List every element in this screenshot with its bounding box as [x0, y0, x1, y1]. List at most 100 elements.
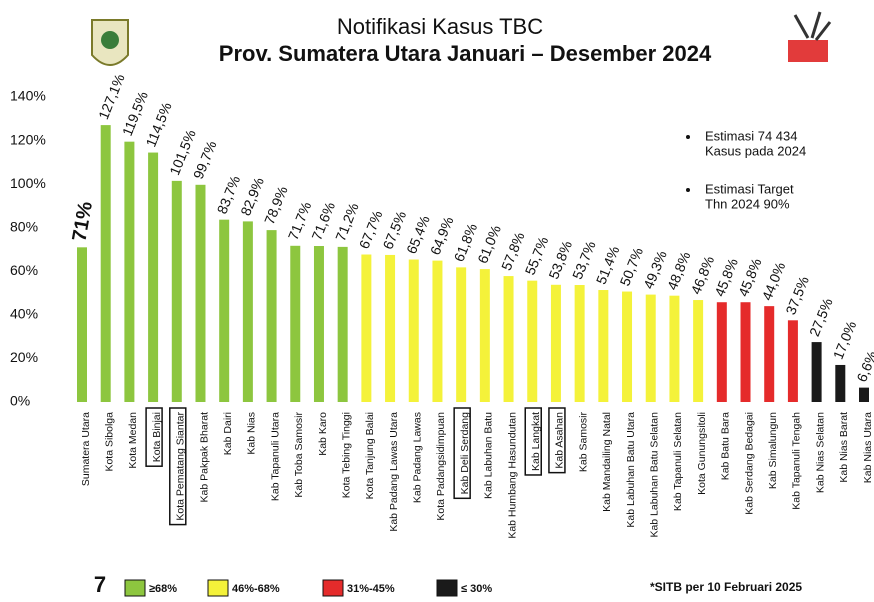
x-tick-label: Kab Serdang Bedagai [743, 412, 755, 515]
bar [716, 302, 727, 402]
source-note: *SITB per 10 Februari 2025 [650, 580, 802, 594]
x-tick-label: Kab Asahan [554, 412, 566, 469]
bar [100, 125, 111, 402]
legend-label: ≤ 30% [461, 583, 492, 595]
bar [645, 294, 656, 402]
x-tick-label: Kab Tapanuli Utara [269, 412, 281, 501]
x-tick-label: Kab Batu Bara [720, 412, 732, 480]
x-tick-label: Kab Nias Utara [862, 412, 874, 483]
highlight-box [169, 407, 187, 526]
bar [148, 152, 159, 402]
x-tick-label: Kota Binjai [151, 412, 163, 462]
bullet [686, 188, 690, 192]
bar [527, 280, 538, 402]
x-tick-label: Kab Humbang Hasundutan [506, 412, 518, 539]
annotation: Estimasi 74 434 [705, 128, 798, 143]
x-tick-label: Kota Pematang Siantar [175, 412, 187, 521]
x-tick-label: Kab Padang Lawas [412, 412, 424, 503]
highlight-box [453, 407, 471, 500]
x-tick-label: Kab Nias [246, 412, 258, 455]
annotation: Kasus pada 2024 [705, 143, 806, 158]
bar [550, 284, 561, 402]
bar [811, 342, 822, 402]
legend-swatch [322, 579, 344, 597]
x-tick-label: Kab Simalungun [767, 412, 779, 489]
x-tick-label: Kab Langkat [530, 412, 542, 471]
bar [171, 180, 182, 402]
legend-swatch [124, 579, 146, 597]
x-tick-label: Kota Sibolga [103, 412, 115, 472]
y-tick-label: 40% [10, 306, 38, 322]
chart-subtitle: Prov. Sumatera Utara Januari – Desember … [219, 41, 712, 66]
bar [242, 221, 253, 402]
bar [479, 269, 490, 402]
bar [622, 291, 633, 402]
bullet [686, 135, 690, 139]
highlight-box [145, 407, 163, 467]
x-tick-label: Kota Gunungsitoli [696, 412, 708, 495]
y-tick-label: 120% [10, 131, 46, 147]
y-tick-label: 80% [10, 218, 38, 234]
legend-label: ≥68% [149, 583, 177, 595]
legend-label: 46%-68% [232, 583, 280, 595]
bar [432, 260, 443, 402]
bar [503, 276, 514, 402]
x-tick-label: Kab Tapanuli Selatan [672, 412, 684, 511]
logo-left [91, 19, 129, 66]
bar [859, 387, 869, 402]
x-tick-label: Kab Tapanuli Tengah [791, 412, 803, 510]
bar [124, 141, 135, 403]
x-tick-label: Kab Karo [317, 412, 329, 456]
x-tick-label: Sumatera Utara [80, 412, 92, 486]
x-tick-label: Kab Nias Barat [838, 412, 850, 483]
bar [290, 245, 301, 402]
y-tick-label: 60% [10, 262, 38, 278]
x-tick-label: Kab Labuhan Batu [483, 412, 495, 499]
bar [219, 219, 230, 402]
x-tick-label: Kab Nias Selatan [814, 412, 826, 493]
x-tick-label: Kota Padangsidimpuan [435, 412, 447, 521]
x-tick-label: Kab Pakpak Bharat [198, 412, 210, 503]
chart-title: Notifikasi Kasus TBC [337, 14, 543, 39]
bar [669, 295, 680, 402]
bar [408, 259, 419, 402]
bar [77, 247, 87, 402]
bar [740, 302, 751, 402]
legend-label: 31%-45% [347, 583, 395, 595]
bar [693, 300, 704, 402]
bar [195, 184, 206, 402]
bar [835, 364, 846, 402]
y-tick-label: 0% [10, 393, 30, 409]
bar [764, 306, 775, 402]
annotation: Thn 2024 90% [705, 196, 790, 211]
legend-swatch [436, 579, 458, 597]
bar [266, 230, 277, 402]
logo-right [788, 11, 832, 62]
bar [787, 320, 798, 402]
highlight-box [548, 407, 566, 474]
x-tick-label: Kab Mandailing Natal [601, 412, 613, 512]
x-tick-label: Kab Labuhan Batu Selatan [649, 412, 661, 538]
x-tick-label: Kab Dairi [222, 412, 234, 455]
x-tick-label: Kota Tanjung Balai [364, 412, 376, 499]
x-tick-label: Kab Labuhan Batu Utara [625, 412, 637, 528]
x-tick-label: Kota Tebing Tinggi [340, 412, 352, 498]
page-number: 7 [94, 572, 106, 597]
highlight-box [524, 407, 542, 476]
x-tick-label: Kab Toba Samosir [293, 412, 305, 498]
bar [337, 246, 348, 402]
bar [598, 290, 609, 402]
bar [456, 267, 467, 402]
y-tick-label: 140% [10, 88, 46, 104]
annotation: Estimasi Target [705, 181, 794, 196]
x-tick-label: Kab Padang Lawas Utara [388, 412, 400, 532]
bar [361, 254, 372, 402]
y-tick-label: 20% [10, 349, 38, 365]
bar [385, 254, 396, 402]
x-tick-label: Kab Deli Serdang [459, 412, 471, 494]
x-tick-label: Kota Medan [127, 412, 139, 469]
y-tick-label: 100% [10, 175, 46, 191]
x-tick-label: Kab Samosir [577, 411, 589, 472]
bar [313, 246, 324, 402]
